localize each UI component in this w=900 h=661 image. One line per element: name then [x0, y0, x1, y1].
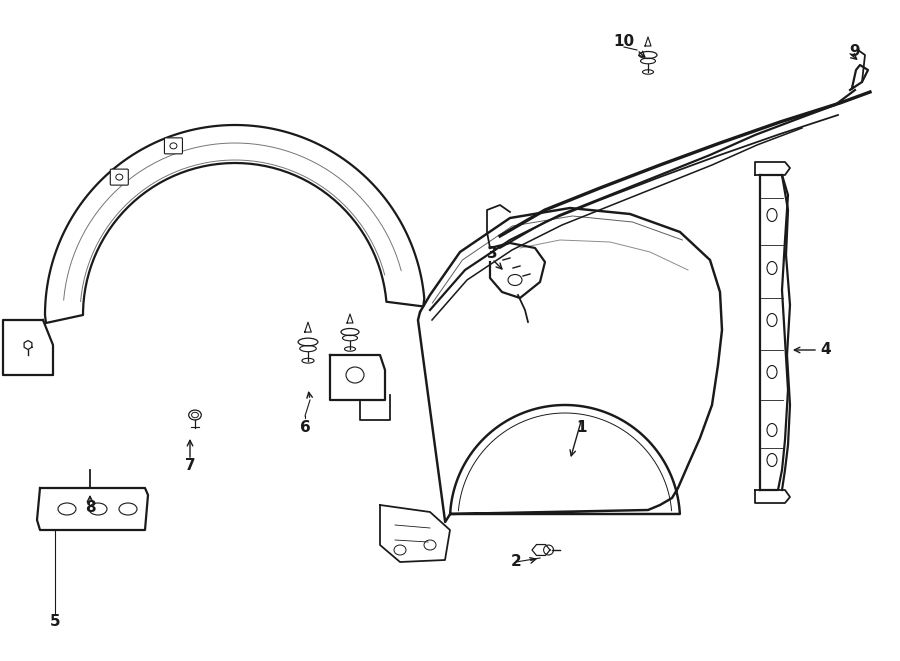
Text: 7: 7 [184, 459, 195, 473]
Text: 9: 9 [850, 44, 860, 59]
Text: 4: 4 [821, 342, 832, 358]
Ellipse shape [639, 52, 657, 59]
FancyBboxPatch shape [165, 138, 183, 154]
FancyBboxPatch shape [111, 169, 129, 185]
Ellipse shape [643, 70, 653, 74]
Polygon shape [645, 37, 651, 46]
Text: 5: 5 [50, 615, 60, 629]
Polygon shape [305, 322, 311, 332]
Ellipse shape [343, 335, 357, 341]
Text: 2: 2 [510, 555, 521, 570]
Polygon shape [347, 314, 353, 323]
Ellipse shape [641, 58, 655, 64]
Ellipse shape [189, 410, 202, 420]
Text: 10: 10 [614, 34, 634, 50]
Text: 3: 3 [487, 245, 498, 260]
Text: 8: 8 [85, 500, 95, 516]
Text: 6: 6 [300, 420, 310, 434]
Ellipse shape [345, 347, 356, 351]
Ellipse shape [300, 346, 316, 352]
Polygon shape [24, 340, 32, 350]
Ellipse shape [341, 329, 359, 336]
Text: 1: 1 [577, 420, 587, 436]
Ellipse shape [298, 338, 318, 346]
Ellipse shape [302, 358, 314, 363]
Polygon shape [532, 545, 550, 555]
